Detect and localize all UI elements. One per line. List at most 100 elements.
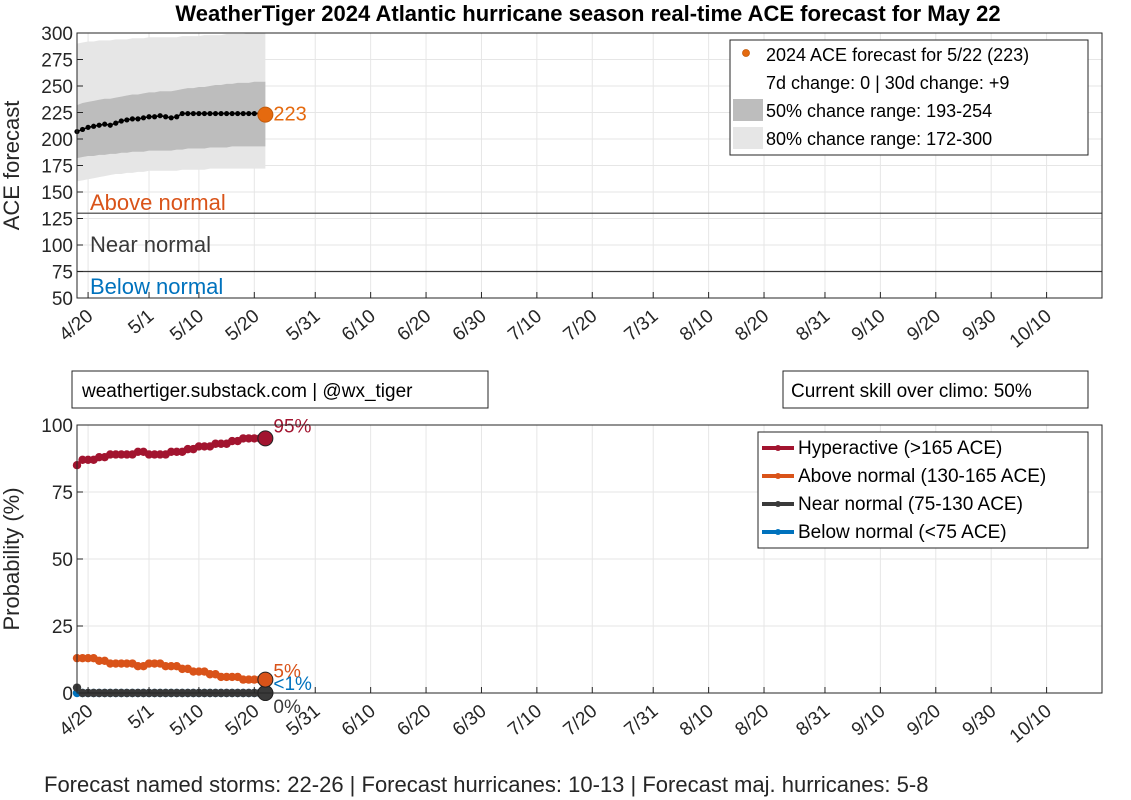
x-tick-label: 4/20 xyxy=(55,701,97,741)
legend-marker xyxy=(775,501,781,507)
legend-entry: 2024 ACE forecast for 5/22 (223) xyxy=(766,45,1029,65)
x-tick-label: 7/20 xyxy=(560,701,602,741)
ace-forecast-plot: Above normal Near normal Below normal 223 50… xyxy=(0,24,1103,353)
source-text: weathertiger.substack.com | @wx_tiger xyxy=(81,381,413,402)
region-label: Below normal xyxy=(90,274,223,299)
x-tick-label: 8/20 xyxy=(731,306,773,346)
x-tick-label: 5/1 xyxy=(125,701,159,734)
ace-point xyxy=(85,124,91,130)
legend-swatch-80 xyxy=(733,127,763,149)
legend-entry: 7d change: 0 | 30d change: +9 xyxy=(766,73,1009,93)
y-axis-label: ACE forecast xyxy=(0,101,24,231)
x-tick-label: 7/20 xyxy=(560,306,602,346)
x-tick-label: 7/31 xyxy=(621,306,663,346)
ace-point xyxy=(79,126,86,133)
y-tick-label: 175 xyxy=(41,157,73,178)
x-tick-label: 5/20 xyxy=(222,306,264,346)
legend-marker xyxy=(775,529,781,535)
x-tick-label: 9/30 xyxy=(959,306,1001,346)
legend-swatch-50 xyxy=(733,99,763,121)
x-tick-label: 10/10 xyxy=(1006,701,1056,748)
x-tick-label: 9/20 xyxy=(903,306,945,346)
x-tick-label: 5/10 xyxy=(166,306,208,346)
figure-title: WeatherTiger 2024 Atlantic hurricane sea… xyxy=(175,1,1000,26)
y-tick-label: 250 xyxy=(41,77,73,98)
x-tick-label: 8/31 xyxy=(792,306,834,346)
x-tick-label: 8/10 xyxy=(676,701,718,741)
ace-point xyxy=(223,110,230,117)
forecast-footer: Forecast named storms: 22-26 | Forecast … xyxy=(44,772,928,797)
x-tick-label: 8/20 xyxy=(731,701,773,741)
skill-text: Current skill over climo: 50% xyxy=(791,381,1032,402)
x-tick-label: 8/10 xyxy=(676,306,718,346)
legend-marker xyxy=(775,445,781,451)
y-tick-label: 275 xyxy=(41,51,73,72)
ace-current-point xyxy=(257,106,274,123)
ace-point xyxy=(163,114,169,120)
x-tick-label: 9/30 xyxy=(959,701,1001,741)
legend-marker xyxy=(775,473,781,479)
ace-point xyxy=(251,110,257,117)
x-tick-label: 4/20 xyxy=(55,306,97,346)
legend-entry: 50% chance range: 193-254 xyxy=(766,101,992,121)
ace-point xyxy=(240,110,246,117)
prob-end-point xyxy=(257,430,274,447)
source-box: weathertiger.substack.com | @wx_tiger xyxy=(71,370,489,409)
y-tick-label: 150 xyxy=(41,183,73,204)
prob-end-label: <1% xyxy=(273,674,312,695)
prob-end-label: 95% xyxy=(273,416,311,437)
legend-entry: Near normal (75-130 ACE) xyxy=(798,494,1023,515)
y-tick-label: 100 xyxy=(41,236,73,257)
legend-box xyxy=(757,431,1089,549)
ace-point xyxy=(102,121,108,127)
x-tick-label: 8/31 xyxy=(792,701,834,741)
ace-point xyxy=(124,117,130,123)
legend-entry: Above normal (130-165 ACE) xyxy=(798,466,1046,487)
ace-point xyxy=(113,120,119,126)
x-tick-label: 6/10 xyxy=(338,701,380,741)
ace-point xyxy=(185,110,191,117)
x-tick-label: 7/10 xyxy=(504,306,546,346)
ace-point xyxy=(246,110,252,117)
x-tick-label: 5/10 xyxy=(166,701,208,741)
y-tick-label: 300 xyxy=(41,24,73,45)
x-tick-label: 6/30 xyxy=(449,306,491,346)
legend-entry: 80% chance range: 172-300 xyxy=(766,129,992,149)
ace-point xyxy=(201,110,208,117)
region-label: Above normal xyxy=(90,190,226,215)
prob-end-label: 5% xyxy=(273,662,301,683)
x-tick-label: 6/10 xyxy=(338,306,380,346)
x-tick-label: 9/20 xyxy=(903,701,945,741)
legend-box xyxy=(729,39,1089,156)
ace-point xyxy=(229,110,235,117)
x-tick-label: 6/30 xyxy=(449,701,491,741)
y-tick-label: 0 xyxy=(62,684,73,705)
ace-point xyxy=(140,115,147,121)
ace-point xyxy=(196,110,202,117)
ace-point xyxy=(235,110,241,117)
legend-entry: Below normal (<75 ACE) xyxy=(798,522,1007,543)
x-tick-label: 10/10 xyxy=(1006,306,1056,353)
ace-point xyxy=(218,110,224,117)
y-tick-label: 50 xyxy=(52,550,73,571)
y-tick-label: 75 xyxy=(52,483,73,504)
ace-point xyxy=(151,114,158,120)
y-tick-label: 225 xyxy=(41,104,73,125)
y-tick-label: 200 xyxy=(41,130,73,151)
ace-point xyxy=(179,110,185,117)
x-tick-label: 6/20 xyxy=(393,306,435,346)
y-tick-label: 50 xyxy=(52,289,73,310)
ace-point xyxy=(107,122,113,128)
x-tick-label: 7/10 xyxy=(504,701,546,741)
ace-current-label: 223 xyxy=(273,104,306,126)
y-axis-label: Probability (%) xyxy=(0,487,24,630)
x-tick-label: 5/20 xyxy=(222,701,264,741)
y-tick-label: 75 xyxy=(52,263,73,284)
ace-point xyxy=(118,118,124,124)
y-tick-label: 125 xyxy=(41,210,73,231)
ace-point xyxy=(207,110,213,117)
ace-point xyxy=(212,110,219,117)
y-tick-label: 25 xyxy=(52,617,73,638)
